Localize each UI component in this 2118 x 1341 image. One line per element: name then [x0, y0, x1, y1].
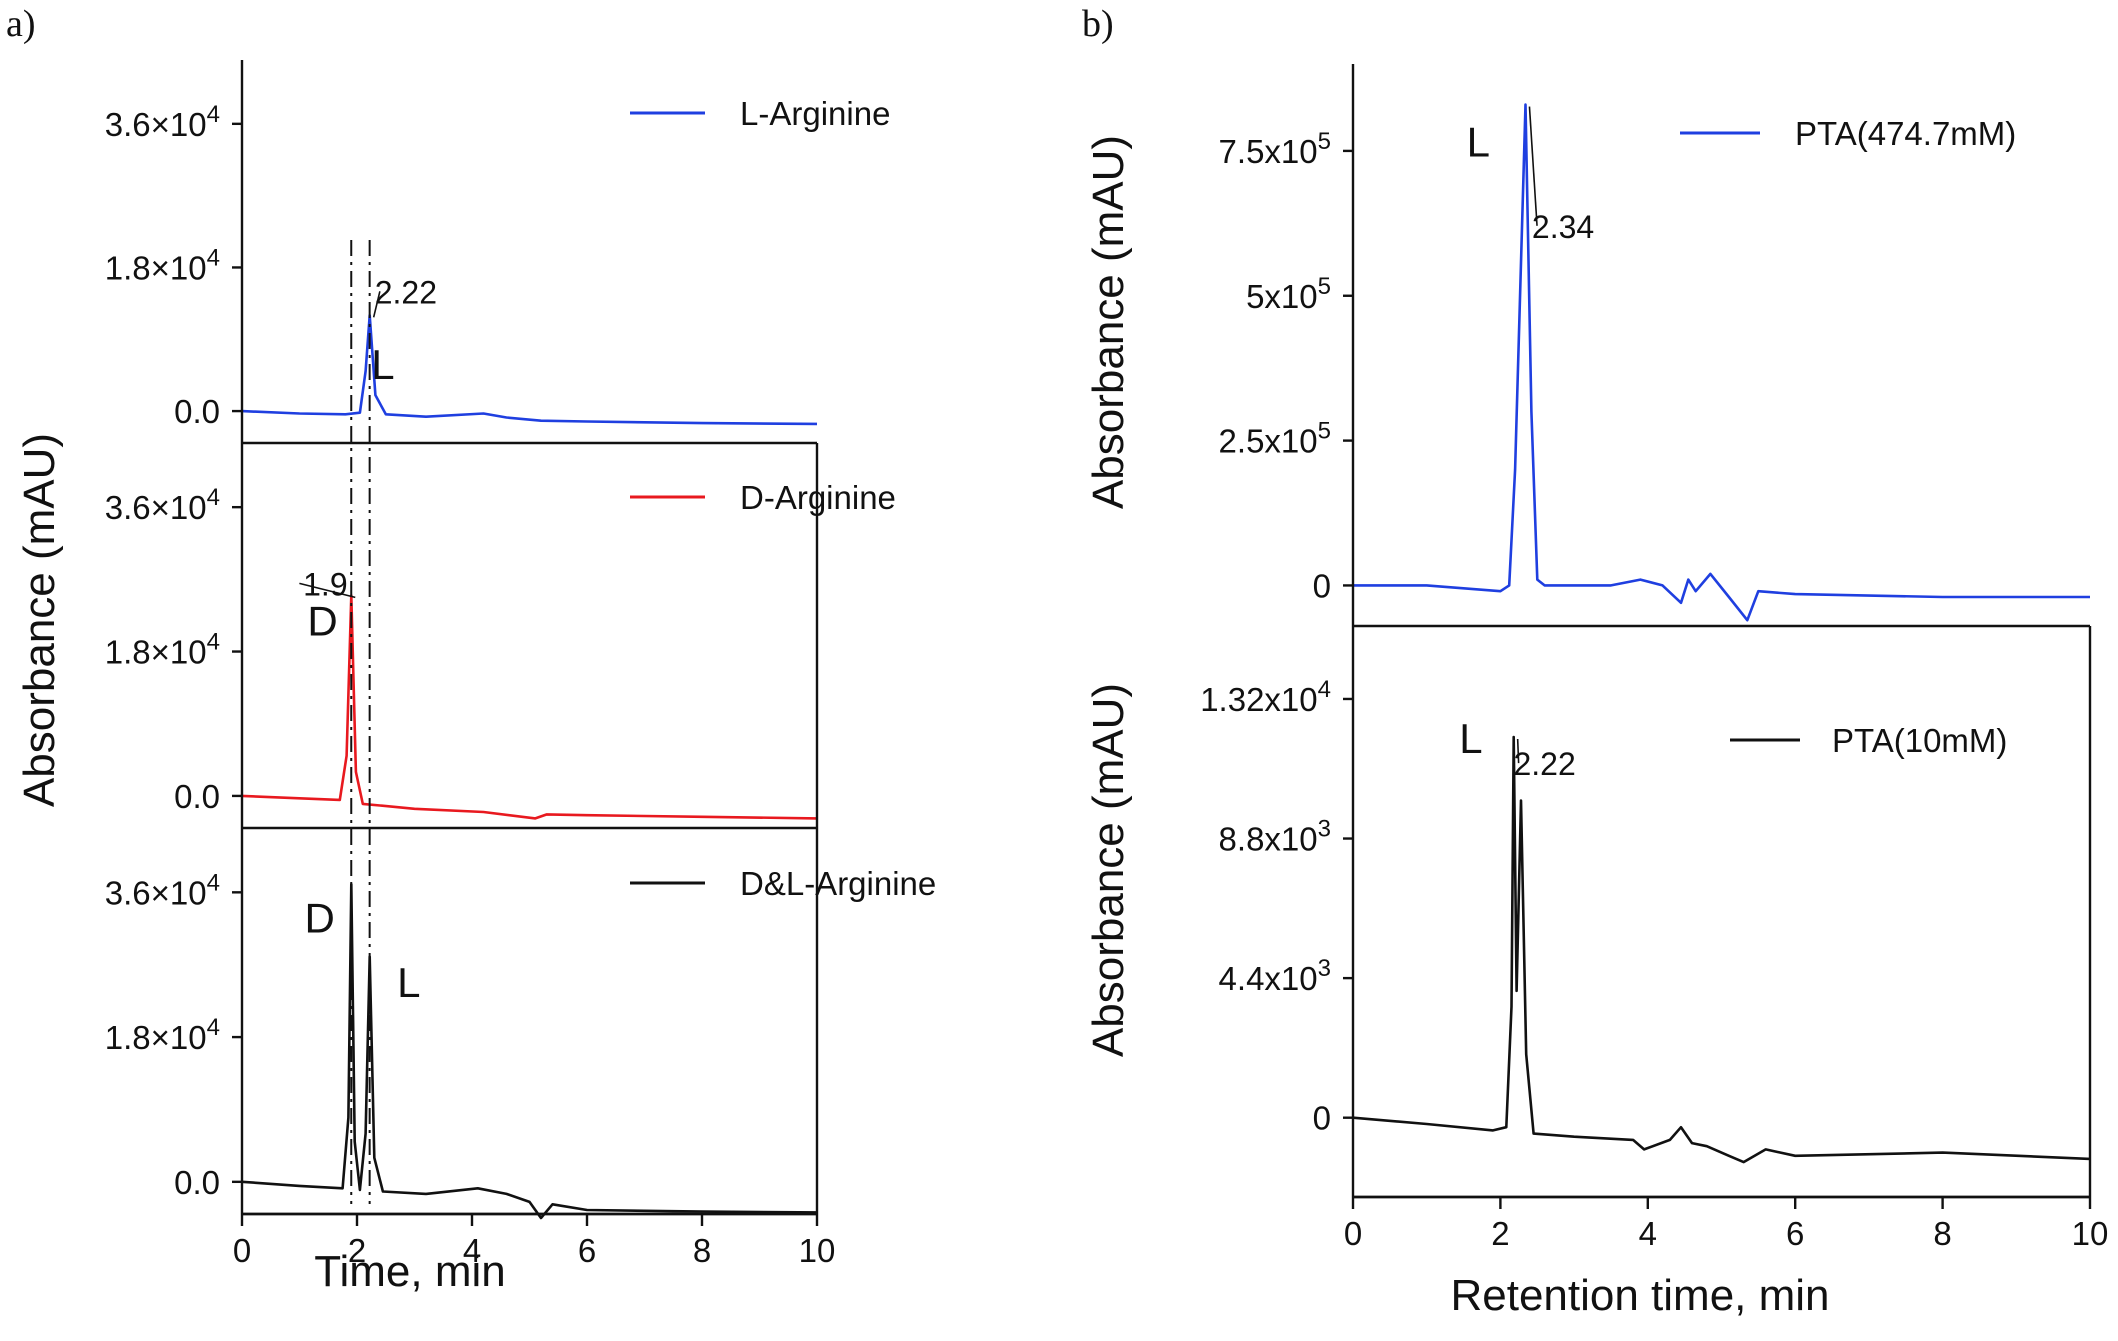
legend-label: PTA(474.7mM): [1795, 115, 2016, 152]
x-tick-label: 4: [463, 1232, 481, 1269]
panel-a-x-axis-title: Time, min: [314, 1247, 506, 1296]
x-tick-label: 2: [1491, 1215, 1509, 1252]
panel-a-x-axis: 0 2 4 6 8 10: [233, 60, 836, 1269]
retention-time-label: 2.22: [1513, 746, 1575, 782]
peak-label: D: [304, 895, 334, 942]
y-tick-label: 0.0: [174, 1164, 220, 1201]
y-tick-label: 5x105: [1246, 273, 1331, 315]
peak-label: D: [307, 598, 337, 645]
legend-label: D&L-Arginine: [740, 865, 936, 902]
panel-a-subplot-1: 0.0 1.8×104 3.6×104 L-Arginine L 2.22: [105, 95, 890, 445]
series-line-d-l-arginine: [241, 883, 818, 1220]
legend-label: PTA(10mM): [1832, 722, 2007, 759]
x-tick-label: 4: [1639, 1215, 1657, 1252]
retention-time-label: 2.22: [375, 274, 437, 310]
panel-b-x-axis: 0 2 4 6 8 10: [1344, 64, 2109, 1252]
x-tick-label: 10: [2072, 1215, 2109, 1252]
x-tick-label: 0: [1344, 1215, 1362, 1252]
panel-a-subplot-3: 0.0 1.8×104 3.6×104 D&L-Arginine D L: [105, 865, 936, 1220]
panel-b-top-y-axis-title: Absorbance (mAU): [1084, 135, 1133, 509]
x-tick-label: 8: [1933, 1215, 1951, 1252]
y-tick-label: 8.8x103: [1219, 816, 1331, 858]
x-tick-label: 8: [693, 1232, 711, 1269]
y-tick-label: 3.6×104: [105, 484, 220, 526]
panel-a: a) Time, min Absorbance (mAU) 0.0 1.8×104…: [6, 3, 936, 1296]
y-tick-label: 0: [1313, 1100, 1331, 1137]
peak-label: L: [1467, 119, 1490, 166]
y-tick-label: 7.5x105: [1219, 128, 1331, 170]
panel-b-subplots: 0 2.5x105 5x105 7.5x105 PTA(474.7mM) L 2.34 0 4.…: [1200, 103, 2091, 1199]
panel-b-bottom-y-axis-title: Absorbance (mAU): [1084, 683, 1133, 1057]
y-tick-label: 0.0: [174, 393, 220, 430]
peak-label: L: [1459, 715, 1482, 762]
retention-time-leader: [1528, 106, 1538, 226]
panel-a-reference-lines: [350, 240, 371, 1204]
y-tick-label: 3.6×104: [105, 869, 220, 911]
y-tick-label: 0: [1313, 567, 1331, 604]
x-tick-label: 6: [1786, 1215, 1804, 1252]
legend-label: L-Arginine: [740, 95, 890, 132]
x-tick-label: 0: [233, 1232, 251, 1269]
x-tick-label: 2: [348, 1232, 366, 1269]
peak-label: L: [397, 959, 420, 1006]
y-tick-label: 3.6×104: [105, 101, 220, 143]
panel-a-label: a): [6, 3, 36, 45]
panel-b-subplot-2: 0 4.4x103 8.8x103 1.32x104 PTA(10mM) L 2.22: [1200, 676, 2091, 1199]
panel-b: b) Retention time, min Absorbance (mAU) …: [1082, 3, 2108, 1320]
retention-time-leader: [1516, 738, 1520, 764]
retention-time-label: 2.34: [1532, 209, 1594, 245]
retention-time-label: 1.9: [303, 566, 347, 602]
y-tick-label: 0.0: [174, 778, 220, 815]
retention-time-leader: [299, 582, 356, 599]
peak-label: L: [371, 341, 394, 388]
retention-time-leader: [372, 291, 381, 318]
y-tick-label: 1.32x104: [1200, 676, 1331, 718]
panel-b-x-axis-title: Retention time, min: [1450, 1271, 1829, 1320]
panel-b-subplot-1: 0 2.5x105 5x105 7.5x105 PTA(474.7mM) L 2.34: [1219, 103, 2090, 628]
y-tick-label: 1.8×104: [105, 1014, 220, 1056]
y-tick-label: 4.4x103: [1219, 955, 1331, 997]
y-tick-label: 1.8×104: [105, 629, 220, 671]
panel-a-y-axis-title: Absorbance (mAU): [15, 433, 64, 807]
x-tick-label: 10: [799, 1232, 836, 1269]
x-tick-label: 6: [578, 1232, 596, 1269]
series-line-l-arginine: [241, 314, 818, 426]
series-line-pta-474-7mm-: [1353, 103, 2090, 622]
y-tick-label: 1.8×104: [105, 244, 220, 286]
series-line-d-arginine: [241, 594, 818, 820]
panel-b-label: b): [1082, 3, 1114, 45]
y-tick-label: 2.5x105: [1219, 418, 1331, 460]
series-line-pta-10mm-: [1352, 735, 2091, 1164]
panel-a-subplots: 0.0 1.8×104 3.6×104 L-Arginine L 2.22 0.0 1.8×1…: [105, 95, 936, 1220]
